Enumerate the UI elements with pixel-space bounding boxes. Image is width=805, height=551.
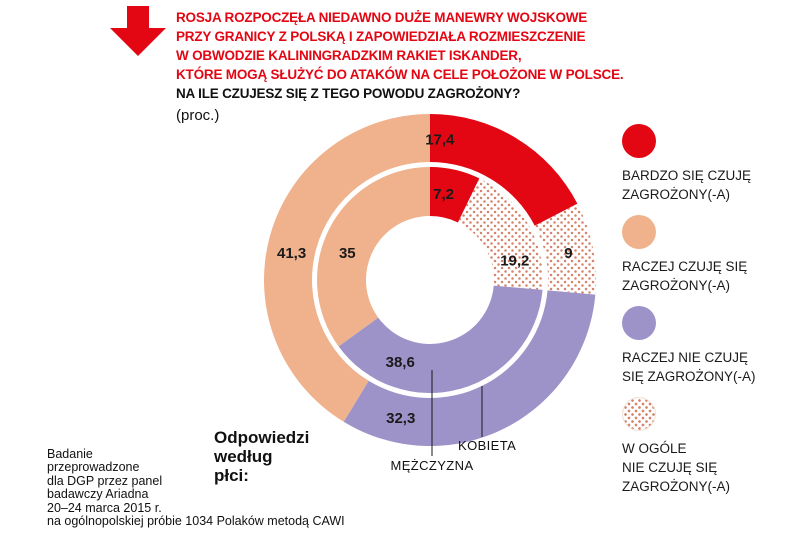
source-line-5: 20–24 marca 2015 r. [47,500,162,515]
legend-label-wcale: W OGÓLE NIE CZUJĘ SIĘ ZAGROŻONY(-A) [622,441,730,494]
unit-label: (proc.) [176,107,220,124]
legend-item-raczej-nie: RACZEJ NIE CZUJĘ SIĘ ZAGROŻONY(-A) [622,306,802,386]
value-label-outer-0: 17,4 [425,131,455,148]
inner-ring-label: MĘŻCZYZNA [390,458,474,473]
value-label-inner-3: 19,2 [500,252,529,269]
headline: ROSJA ROZPOCZĘŁA NIEDAWNO DUŻE MANEWRY W… [176,8,624,125]
group-label: Odpowiedzi według płci: [214,428,309,485]
legend-swatch-wcale [622,397,656,431]
source-line-1: Badanie [47,447,93,461]
group-label-line-2: według [214,447,273,466]
segment-inner-0 [430,167,480,223]
donut-chart: 17,4 9 32,3 41,3 7,2 19,2 38,6 35 [250,100,610,460]
group-label-line-3: płci: [214,466,249,485]
question-line: NA ILE CZUJESZ SIĘ Z TEGO POWODU ZAGROŻO… [176,86,521,101]
source-line-6: na ogólnopolskiej próbie 1034 Polaków me… [47,514,345,529]
legend-swatch-raczej-tak [622,215,656,249]
outer-ring-label: KOBIETA [458,438,517,453]
headline-line-3: W OBWODZIE KALININGRADZKIM RAKIET ISKAND… [176,48,522,63]
legend-item-raczej-tak: RACZEJ CZUJĘ SIĘ ZAGROŻONY(-A) [622,215,802,295]
donut-chart-svg: 17,4 9 32,3 41,3 7,2 19,2 38,6 35 [263,114,597,456]
segment-outer-3 [534,203,597,295]
segment-inner-3 [457,178,543,290]
value-label-outer-2: 32,3 [386,410,415,427]
value-label-inner-0: 7,2 [433,186,454,203]
value-label-outer-1: 41,3 [277,245,306,262]
segment-outer-1 [263,114,430,422]
segment-inner-2 [338,285,543,393]
headline-line-2: PRZY GRANICY Z POLSKĄ I ZAPOWIEDZIAŁA RO… [176,29,586,44]
legend-item-wcale: W OGÓLE NIE CZUJĘ SIĘ ZAGROŻONY(-A) [622,397,802,496]
source-line-4: badawczy Ariadna [47,487,149,502]
value-label-inner-1: 35 [339,245,356,262]
segment-outer-0 [430,114,578,226]
value-label-outer-3: 9 [564,245,572,262]
legend-swatch-bardzo [622,124,656,158]
legend-swatch-raczej-nie [622,306,656,340]
down-arrow-icon [110,6,166,56]
segment-outer-2 [343,290,596,447]
group-label-line-1: Odpowiedzi [214,428,310,447]
headline-line-1: ROSJA ROZPOCZĘŁA NIEDAWNO DUŻE MANEWRY W… [176,10,588,25]
legend: BARDZO SIĘ CZUJĘ ZAGROŻONY(-A) RACZEJ CZ… [622,124,802,496]
source-note: Badanie przeprowadzone dla DGP przez pan… [47,447,345,529]
source-line-2: przeprowadzone [47,460,140,475]
legend-label-raczej-tak: RACZEJ CZUJĘ SIĘ ZAGROŻONY(-A) [622,259,748,293]
down-arrow-shape [110,6,166,56]
source-line-3: dla DGP przez panel [47,473,163,488]
value-label-inner-2: 38,6 [386,354,415,371]
legend-label-raczej-nie: RACZEJ NIE CZUJĘ SIĘ ZAGROŻONY(-A) [622,350,756,384]
legend-item-bardzo: BARDZO SIĘ CZUJĘ ZAGROŻONY(-A) [622,124,802,204]
segment-inner-1 [316,167,430,347]
donut-value-labels: 17,4 9 32,3 41,3 7,2 19,2 38,6 35 [277,131,573,427]
headline-line-4: KTÓRE MOGĄ SŁUŻYĆ DO ATAKÓW NA CELE POŁO… [176,67,624,82]
donut-segments [263,114,597,447]
legend-label-bardzo: BARDZO SIĘ CZUJĘ ZAGROŻONY(-A) [622,168,752,202]
